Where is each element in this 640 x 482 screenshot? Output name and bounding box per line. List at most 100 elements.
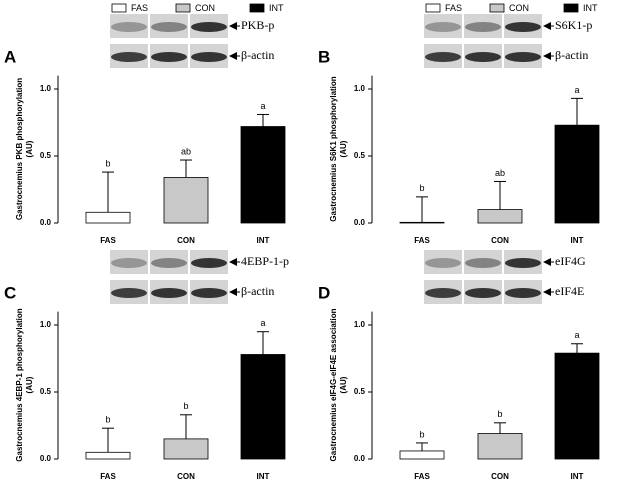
y-tick-label: 1.0	[354, 84, 366, 93]
x-tick-label: INT	[571, 236, 584, 245]
blot-band	[191, 22, 227, 32]
blot-band	[151, 22, 187, 32]
blot-band	[425, 52, 461, 62]
blot-label: eIF4E	[555, 284, 584, 298]
y-axis-label-line: (AU)	[339, 376, 348, 393]
y-axis-label-line: (AU)	[339, 140, 348, 157]
blot-lane	[464, 14, 502, 38]
error-bar	[494, 180, 506, 210]
blot-lane	[110, 250, 148, 274]
panel-label: D	[318, 283, 330, 302]
blot-lane	[150, 14, 188, 38]
significance-label: b	[419, 429, 424, 439]
blot-lane	[110, 14, 148, 38]
legend-swatch	[489, 3, 505, 13]
x-tick-label: INT	[257, 472, 270, 481]
blot-lane	[150, 250, 188, 274]
x-tick-label: FAS	[100, 472, 116, 481]
blot-arrow	[543, 22, 551, 30]
y-tick-label: 1.0	[354, 320, 366, 329]
y-axis-label: Gastrocnemius eIF4G-eIF4E association (AU…	[329, 308, 348, 461]
bar	[399, 450, 445, 460]
significance-label: a	[574, 85, 579, 95]
blot-band	[505, 22, 541, 32]
legend-label: INT	[583, 3, 598, 13]
x-tick-label: FAS	[100, 236, 116, 245]
bar	[240, 354, 286, 460]
blot-lane	[424, 250, 462, 274]
bar	[554, 352, 600, 460]
y-axis-label: Gastrocnemius 4EBP-1 phosphorylation (AU)	[15, 308, 34, 461]
blot-band	[505, 52, 541, 62]
blot-arrow	[543, 258, 551, 266]
significance-label: b	[419, 183, 424, 193]
significance-label: b	[105, 158, 110, 168]
legend-label: INT	[269, 3, 284, 13]
chart-panel: A Gastrocnemius PKB phosphorylation (AU) 0.…	[4, 3, 286, 245]
blot-arrow	[543, 52, 551, 60]
blot-band	[111, 258, 147, 268]
error-bar	[180, 159, 192, 178]
x-tick-label: CON	[177, 236, 195, 245]
blot-label: β-actin	[555, 48, 588, 62]
blot-label: PKB-p	[241, 18, 274, 32]
blot-band	[465, 258, 501, 268]
blot-band	[505, 288, 541, 298]
bar	[163, 438, 209, 460]
error-bar	[257, 331, 269, 355]
significance-label: b	[105, 415, 110, 425]
y-axis-label-line: Gastrocnemius 4EBP-1 phosphorylation	[15, 308, 24, 461]
y-tick-label: 0.0	[354, 218, 366, 227]
error-bar	[416, 442, 428, 451]
y-tick-label: 0.5	[40, 387, 52, 396]
y-tick-label: 0.0	[354, 454, 366, 463]
significance-label: a	[574, 330, 579, 340]
blot-label: β-actin	[241, 284, 274, 298]
blot-band	[465, 22, 501, 32]
y-axis-label: Gastrocnemius PKB phosphorylation (AU)	[15, 78, 34, 220]
blot-label: 4EBP-1-p	[241, 254, 289, 268]
blot-label: β-actin	[241, 48, 274, 62]
error-bar	[571, 97, 583, 126]
y-tick-label: 0.5	[354, 387, 366, 396]
bar	[399, 221, 445, 224]
bar	[240, 126, 286, 224]
legend-swatch	[249, 3, 265, 13]
y-axis-label-line: (AU)	[25, 376, 34, 393]
y-axis-label-line: Gastrocnemius S6K1 phosphorylation	[329, 76, 338, 221]
y-tick-label: 0.0	[40, 218, 52, 227]
blot-band	[191, 52, 227, 62]
x-tick-label: CON	[491, 472, 509, 481]
significance-label: a	[260, 318, 265, 328]
blot-arrow	[229, 52, 237, 60]
blot-arrow	[229, 288, 237, 296]
blot-band	[111, 288, 147, 298]
blot-band	[505, 258, 541, 268]
legend-swatch	[111, 3, 127, 13]
blot-label: S6K1-p	[555, 18, 592, 32]
blot-band	[191, 288, 227, 298]
blot-lane	[424, 14, 462, 38]
y-tick-label: 0.0	[40, 454, 52, 463]
blot-band	[191, 258, 227, 268]
x-tick-label: CON	[491, 236, 509, 245]
error-bar	[571, 343, 583, 354]
blot-label: eIF4G	[555, 254, 586, 268]
error-bar	[416, 196, 428, 223]
legend-swatch	[175, 3, 191, 13]
chart-panel: D Gastrocnemius eIF4G-eIF4E association (A…	[318, 250, 600, 481]
significance-label: a	[260, 101, 265, 111]
significance-label: ab	[495, 168, 505, 178]
error-bar	[257, 113, 269, 127]
panel-label: C	[4, 283, 16, 302]
blot-band	[425, 288, 461, 298]
legend-label: CON	[195, 3, 215, 13]
error-bar	[102, 427, 114, 453]
y-axis-label-line: (AU)	[25, 140, 34, 157]
y-tick-label: 1.0	[40, 84, 52, 93]
error-bar	[494, 422, 506, 434]
blot-band	[425, 258, 461, 268]
y-axis-label: Gastrocnemius S6K1 phosphorylation (AU)	[329, 76, 348, 221]
bar	[477, 433, 523, 460]
